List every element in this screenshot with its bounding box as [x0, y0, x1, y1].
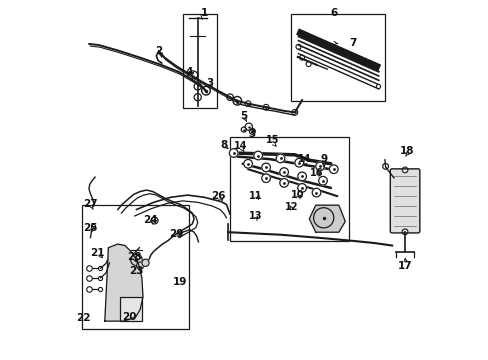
Text: 21: 21 [90, 248, 104, 258]
Text: 24: 24 [142, 215, 157, 225]
Text: 28: 28 [127, 252, 142, 262]
Text: 22: 22 [76, 312, 90, 323]
Circle shape [261, 163, 270, 172]
Text: 14: 14 [234, 141, 247, 151]
Text: 14: 14 [298, 154, 311, 164]
Text: 23: 23 [129, 266, 143, 276]
Circle shape [315, 162, 324, 171]
Text: 29: 29 [168, 229, 183, 239]
Circle shape [311, 188, 320, 197]
Circle shape [229, 149, 238, 157]
Text: 17: 17 [397, 261, 411, 271]
Text: 26: 26 [211, 191, 225, 201]
Text: 9: 9 [320, 154, 326, 164]
Circle shape [297, 172, 306, 181]
Circle shape [294, 158, 303, 167]
Bar [120, 297, 142, 321]
Text: 6: 6 [329, 8, 337, 18]
Text: 15: 15 [265, 135, 279, 145]
Text: 7: 7 [348, 38, 355, 48]
Text: 3: 3 [206, 78, 213, 88]
Text: 25: 25 [83, 222, 98, 233]
Text: 5: 5 [240, 111, 247, 121]
Circle shape [276, 154, 284, 163]
Polygon shape [309, 205, 345, 232]
Text: 3: 3 [248, 129, 256, 139]
Text: 20: 20 [122, 312, 136, 322]
Circle shape [279, 168, 288, 176]
Circle shape [130, 254, 142, 266]
Circle shape [253, 151, 262, 160]
Bar [291, 14, 384, 101]
Bar [82, 205, 188, 329]
Text: 8: 8 [220, 140, 227, 150]
Circle shape [244, 159, 252, 168]
Circle shape [318, 176, 326, 185]
Circle shape [136, 262, 143, 269]
Polygon shape [104, 244, 142, 321]
Text: 18: 18 [399, 146, 414, 156]
Circle shape [313, 208, 333, 228]
Text: 10: 10 [290, 190, 304, 200]
Text: 1: 1 [201, 8, 208, 18]
Bar [183, 14, 217, 108]
Circle shape [297, 184, 306, 192]
Text: 16: 16 [309, 168, 323, 178]
Text: 27: 27 [83, 199, 98, 210]
Text: 11: 11 [249, 191, 262, 201]
Circle shape [142, 259, 149, 266]
Text: 2: 2 [155, 46, 162, 56]
Bar [230, 137, 348, 241]
Text: 19: 19 [172, 276, 186, 287]
FancyBboxPatch shape [389, 169, 419, 233]
Text: 4: 4 [184, 67, 192, 77]
Text: 12: 12 [284, 202, 298, 212]
Circle shape [261, 174, 270, 183]
Circle shape [329, 165, 337, 174]
Circle shape [279, 179, 288, 187]
Text: 13: 13 [248, 211, 262, 221]
